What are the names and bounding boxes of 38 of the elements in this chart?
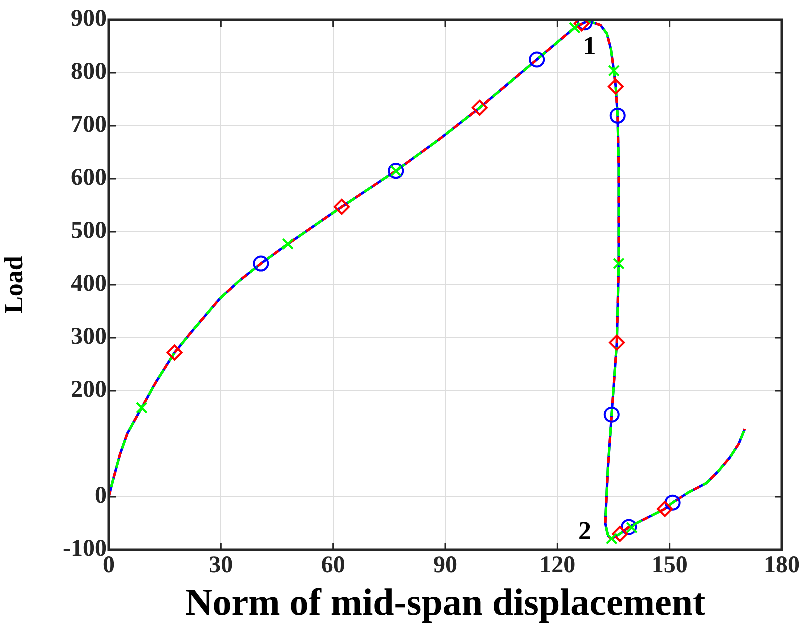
y-axis-title: Load xyxy=(0,256,28,314)
point xyxy=(282,238,294,250)
point xyxy=(253,256,270,272)
y-tick-label: 500 xyxy=(71,218,107,244)
x-tick-label: 120 xyxy=(540,552,576,579)
point xyxy=(609,334,626,351)
point xyxy=(604,406,620,423)
x-tick-label: 180 xyxy=(764,552,800,579)
x-tick-label: 30 xyxy=(209,552,234,579)
point xyxy=(610,108,626,124)
point xyxy=(136,402,148,414)
y-tick-label: 300 xyxy=(71,324,107,350)
y-tick-label: 400 xyxy=(71,271,107,298)
point xyxy=(608,78,624,95)
y-tick-label: 800 xyxy=(71,59,107,86)
y-tick-label: 600 xyxy=(71,165,107,192)
point xyxy=(472,100,488,116)
y-tick-label: 0 xyxy=(95,483,107,510)
point xyxy=(608,64,620,77)
point xyxy=(334,199,350,216)
y-tick-label: 700 xyxy=(71,112,107,138)
x-axis-title: Norm of mid-span displacement xyxy=(185,582,706,624)
point xyxy=(166,344,183,361)
point xyxy=(606,532,618,545)
point xyxy=(613,258,625,270)
point xyxy=(621,519,638,536)
y-tick-label: 200 xyxy=(71,377,107,404)
x-tick-label: 60 xyxy=(321,552,346,579)
point xyxy=(656,501,673,518)
x-tick-label: 90 xyxy=(434,552,458,579)
point xyxy=(612,526,628,542)
annotation: 2 xyxy=(578,516,592,546)
point xyxy=(664,494,681,511)
x-tick-label: 150 xyxy=(652,552,688,579)
annotation: 1 xyxy=(583,31,596,60)
y-tick-label: 900 xyxy=(71,6,107,32)
point xyxy=(529,52,546,68)
point xyxy=(568,22,581,34)
